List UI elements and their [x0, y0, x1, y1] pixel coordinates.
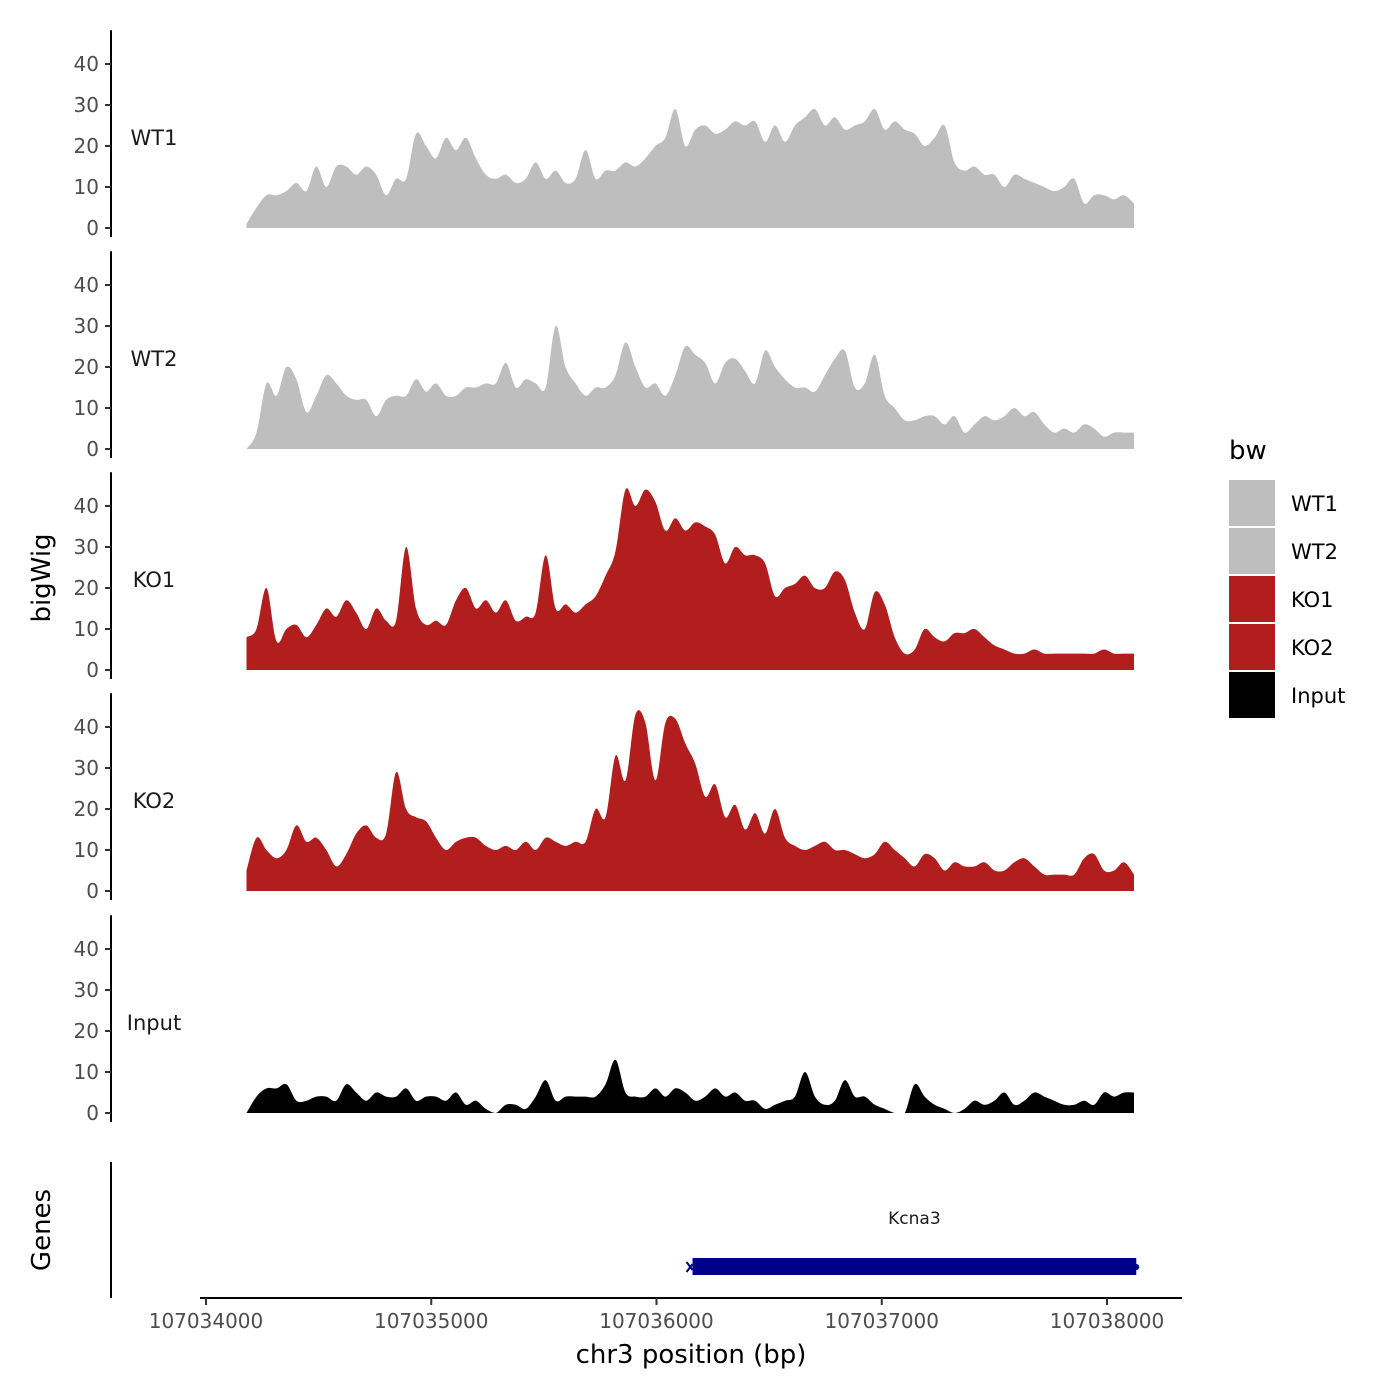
gene-label: Kcna3 — [888, 1209, 941, 1229]
x-axis: chr3 position (bp) 107034000 107035000 107… — [149, 1297, 1182, 1370]
legend-entry-wt2: WT2 — [1229, 528, 1338, 574]
y-tick-label: 0 — [86, 437, 99, 461]
gene-end-marker — [1133, 1264, 1140, 1270]
y-tick-label: 0 — [86, 879, 99, 903]
legend-swatch — [1229, 480, 1275, 526]
y-tick-label: 20 — [74, 1019, 99, 1043]
track-label: WT2 — [131, 347, 178, 371]
gene-track: Genes Kcna3 — [27, 1162, 1140, 1298]
y-tick-label: 40 — [74, 937, 99, 961]
gene-start-marker — [685, 1261, 694, 1273]
x-tick-label: 107038000 — [1050, 1309, 1165, 1333]
y-tick-label: 10 — [74, 396, 99, 420]
track-ko2: 0 10 20 30 40 KO2 — [74, 693, 1134, 903]
track-input: 0 10 20 30 40 Input — [74, 915, 1134, 1125]
gene-kcna3: Kcna3 — [685, 1209, 1140, 1275]
legend-entry-wt1: WT1 — [1229, 480, 1338, 526]
legend: bw WT1 WT2 KO1 KO2 Input — [1229, 436, 1345, 718]
track-label: WT1 — [131, 126, 178, 150]
gene-track-title: Genes — [27, 1189, 57, 1271]
y-tick-label: 30 — [74, 93, 99, 117]
y-axis-title: bigWig — [27, 533, 57, 622]
legend-label: KO2 — [1291, 636, 1334, 660]
x-tick-label: 107035000 — [374, 1309, 489, 1333]
x-tick-label: 107037000 — [824, 1309, 939, 1333]
y-tick-label: 30 — [74, 314, 99, 338]
coverage-area — [246, 108, 1134, 228]
legend-swatch — [1229, 528, 1275, 574]
y-tick-label: 40 — [74, 52, 99, 76]
legend-title: bw — [1229, 436, 1267, 466]
gene-body — [692, 1258, 1137, 1275]
track-label: KO2 — [133, 789, 176, 813]
legend-entry-ko1: KO1 — [1229, 576, 1334, 622]
track-label: KO1 — [133, 568, 176, 592]
track-wt1: 0 10 20 30 40 WT1 — [74, 30, 1134, 240]
y-tick-label: 10 — [74, 175, 99, 199]
x-axis-title: chr3 position (bp) — [576, 1340, 807, 1370]
coverage-tracks: 0 10 20 30 40 WT1 0 10 20 30 40 WT2 0 10 20 30 40 KO1 0 10 2… — [74, 30, 1134, 1125]
track-label: Input — [127, 1011, 181, 1035]
y-tick-label: 0 — [86, 1101, 99, 1125]
y-tick-label: 20 — [74, 797, 99, 821]
coverage-area — [246, 1059, 1134, 1113]
y-tick-label: 10 — [74, 1060, 99, 1084]
legend-swatch — [1229, 576, 1275, 622]
y-tick-label: 40 — [74, 494, 99, 518]
y-tick-label: 40 — [74, 273, 99, 297]
track-wt2: 0 10 20 30 40 WT2 — [74, 251, 1134, 461]
legend-entry-input: Input — [1229, 672, 1345, 718]
y-tick-label: 20 — [74, 134, 99, 158]
y-tick-label: 20 — [74, 576, 99, 600]
legend-swatch — [1229, 672, 1275, 718]
y-tick-label: 10 — [74, 617, 99, 641]
legend-label: Input — [1291, 684, 1345, 708]
legend-entry-ko2: KO2 — [1229, 624, 1334, 670]
legend-label: KO1 — [1291, 588, 1334, 612]
y-tick-label: 40 — [74, 715, 99, 739]
y-tick-label: 10 — [74, 838, 99, 862]
x-tick-label: 107036000 — [599, 1309, 714, 1333]
track-ko1: 0 10 20 30 40 KO1 — [74, 472, 1134, 682]
y-tick-label: 30 — [74, 535, 99, 559]
y-tick-label: 20 — [74, 355, 99, 379]
x-tick-label: 107034000 — [149, 1309, 264, 1333]
legend-label: WT1 — [1291, 492, 1338, 516]
y-tick-label: 0 — [86, 216, 99, 240]
y-tick-label: 30 — [74, 756, 99, 780]
y-tick-label: 0 — [86, 658, 99, 682]
y-tick-label: 30 — [74, 978, 99, 1002]
coverage-area — [246, 325, 1134, 449]
legend-swatch — [1229, 624, 1275, 670]
coverage-area — [246, 710, 1134, 891]
coverage-area — [246, 488, 1134, 670]
legend-label: WT2 — [1291, 540, 1338, 564]
